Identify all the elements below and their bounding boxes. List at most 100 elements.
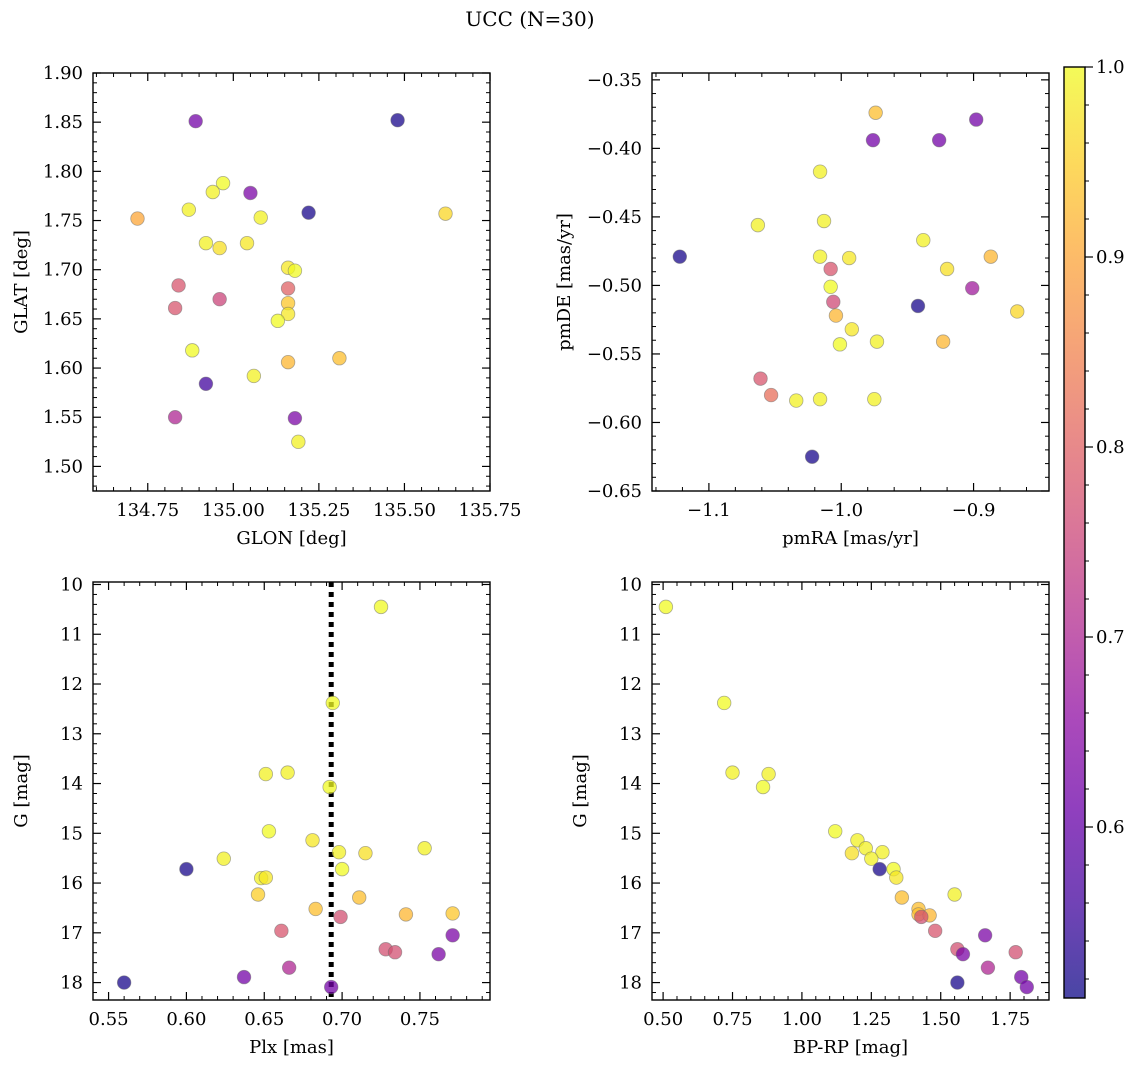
- data-point: [270, 313, 286, 329]
- data-point: [130, 211, 145, 226]
- data-point: [301, 205, 316, 220]
- panel-lonlat: 134.75 135.00 135.25 135.50 135.75 1.50 1.55 1.…: [11, 63, 521, 549]
- x-axis-label: Plx [mas]: [249, 1037, 334, 1058]
- data-point: [246, 368, 262, 384]
- panel-plx_g: 0.55 0.60 0.65 0.70 0.75 10 11 12 13 14 15 16 17 18 Pl…: [11, 574, 491, 1058]
- data-point: [291, 434, 306, 450]
- data-point: [179, 861, 194, 877]
- y-tick-label: 13: [619, 724, 642, 745]
- plot-frame: [651, 581, 1050, 1001]
- data-point: [969, 112, 984, 127]
- y-tick-label: 14: [60, 774, 83, 795]
- data-point: [867, 391, 882, 407]
- data-point: [894, 890, 910, 905]
- data-point: [445, 928, 460, 943]
- x-tick-label: 0.55: [89, 1009, 129, 1030]
- data-point: [725, 765, 740, 780]
- x-tick-label: 1.25: [851, 1009, 891, 1030]
- data-point: [889, 870, 904, 885]
- data-point: [658, 599, 674, 615]
- plot-frame: [651, 72, 1050, 492]
- data-point: [927, 923, 943, 939]
- y-tick-label: 1.85: [43, 112, 83, 133]
- x-tick-label: 135.25: [287, 500, 350, 521]
- y-tick-label: −0.60: [587, 412, 642, 433]
- data-point: [216, 851, 231, 866]
- y-tick-label: 18: [60, 973, 83, 994]
- y-tick-label: 10: [60, 574, 83, 595]
- data-point: [212, 292, 227, 307]
- data-point: [431, 947, 446, 962]
- y-tick-label: 1.70: [43, 260, 83, 281]
- data-point: [261, 824, 277, 839]
- data-point: [716, 695, 732, 711]
- data-point: [325, 695, 340, 711]
- data-point: [872, 861, 887, 877]
- y-tick-label: 11: [619, 624, 642, 645]
- y-axis-label: pmDE [mas/yr]: [554, 213, 575, 351]
- plot-frame: [92, 581, 491, 1001]
- data-point: [116, 975, 132, 990]
- data-point: [274, 923, 289, 939]
- colorbar-tick-label: 0.6: [1096, 817, 1125, 838]
- data-point: [358, 846, 373, 861]
- y-tick-label: 14: [619, 774, 642, 795]
- y-tick-label: 1.55: [43, 407, 83, 428]
- data-point: [947, 887, 962, 902]
- y-tick-label: 17: [619, 923, 642, 944]
- data-point: [308, 901, 323, 917]
- data-point: [753, 371, 768, 386]
- x-tick-label: −0.9: [952, 500, 996, 521]
- data-point: [826, 294, 841, 310]
- data-point: [253, 210, 268, 225]
- x-tick-label: 0.65: [244, 1009, 284, 1030]
- y-tick-label: 12: [60, 674, 83, 695]
- y-axis-label: G [mag]: [11, 754, 32, 827]
- y-tick-label: 11: [60, 624, 83, 645]
- data-point: [864, 851, 879, 866]
- y-axis-label: G [mag]: [570, 754, 591, 827]
- y-tick-label: 1.90: [43, 63, 83, 84]
- data-point: [841, 250, 857, 266]
- data-point: [305, 833, 320, 848]
- y-tick-label: 18: [619, 973, 642, 994]
- y-tick-label: 1.60: [43, 358, 83, 379]
- x-tick-label: −1.1: [687, 500, 731, 521]
- x-tick-label: −1.0: [819, 500, 863, 521]
- data-point: [755, 779, 771, 795]
- y-tick-label: −0.35: [587, 70, 642, 91]
- y-tick-label: 1.80: [43, 161, 83, 182]
- data-point: [398, 907, 414, 922]
- data-point: [983, 249, 998, 264]
- data-point: [812, 164, 828, 179]
- y-tick-label: 1.50: [43, 456, 83, 477]
- data-point: [332, 351, 347, 366]
- y-tick-label: −0.40: [587, 138, 642, 159]
- y-tick-label: 15: [60, 823, 83, 844]
- data-point: [1010, 304, 1025, 319]
- colorbar-gradient: [1063, 66, 1086, 999]
- colorbar-tick-label: 0.8: [1096, 437, 1125, 458]
- data-point: [239, 235, 255, 251]
- data-point: [387, 945, 403, 960]
- data-point: [167, 300, 183, 316]
- data-point: [916, 232, 931, 248]
- y-tick-label: −0.50: [587, 275, 642, 296]
- data-point: [322, 779, 337, 795]
- y-tick-label: 12: [619, 674, 642, 695]
- data-point: [373, 599, 389, 615]
- data-point: [914, 909, 929, 925]
- data-point: [939, 261, 955, 277]
- data-point: [281, 960, 297, 975]
- panel-pm: −1.1 −1.0 −0.9 −0.65 −0.60 −0.55 −0.50 −0.45 −0.…: [554, 70, 1050, 549]
- data-point: [258, 870, 274, 885]
- data-point: [181, 202, 197, 217]
- colorbar-tick-label: 0.7: [1096, 627, 1125, 648]
- x-tick-label: 0.75: [400, 1009, 440, 1030]
- data-point: [823, 261, 838, 277]
- data-point: [812, 249, 828, 264]
- y-tick-label: −0.55: [587, 344, 642, 365]
- x-tick-label: 1.00: [782, 1009, 822, 1030]
- y-tick-label: −0.45: [587, 207, 642, 228]
